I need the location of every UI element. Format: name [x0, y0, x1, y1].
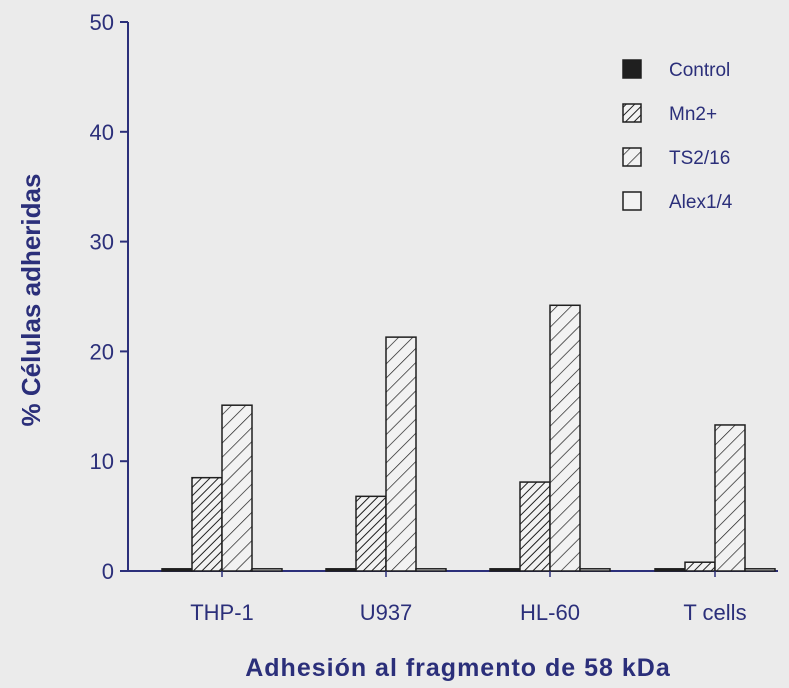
bar: [355, 495, 387, 572]
legend: Control Mn2+ TS2/16 Alex1/4: [622, 59, 733, 213]
y-tick-label: 40: [90, 120, 114, 145]
legend-label: Mn2+: [669, 104, 717, 125]
bar: [519, 481, 551, 572]
y-tick-label: 0: [102, 559, 114, 584]
y-tick-label: 10: [90, 449, 114, 474]
bar: [251, 568, 283, 572]
y-tick-label: 20: [90, 339, 114, 364]
bar: [714, 424, 746, 572]
bar: [191, 476, 223, 572]
x-tick-label: U937: [360, 600, 413, 625]
bar: [325, 568, 357, 572]
bar: [744, 568, 776, 572]
legend-swatch: [622, 59, 642, 79]
bar: [579, 568, 611, 572]
legend-label: Alex1/4: [669, 192, 733, 213]
y-tick-label: 30: [90, 230, 114, 255]
bar: [221, 404, 253, 572]
legend-swatch: [622, 103, 642, 123]
bar: [489, 568, 521, 572]
legend-swatch: [622, 191, 642, 211]
bar: [161, 568, 193, 572]
y-tick-label: 50: [90, 10, 114, 35]
y-axis-ticks: 0 10 20 30 40 50: [90, 10, 128, 584]
legend-label: Control: [669, 60, 730, 81]
bars: [161, 304, 776, 572]
bar: [684, 561, 716, 572]
bar: [385, 336, 417, 572]
y-axis-label: % Células adheridas: [16, 174, 46, 427]
bar: [654, 568, 686, 572]
x-tick-label: HL-60: [520, 600, 580, 625]
legend-label: TS2/16: [669, 148, 730, 169]
x-tick-label: THP-1: [190, 600, 254, 625]
legend-swatch: [622, 147, 642, 167]
x-axis-label: Adhesión al fragmento de 58 kDa: [245, 654, 671, 682]
bar: [549, 304, 581, 572]
bar: [415, 568, 447, 572]
x-tick-label: T cells: [683, 600, 746, 625]
x-axis-categories: THP-1 U937 HL-60 T cells: [190, 571, 747, 625]
